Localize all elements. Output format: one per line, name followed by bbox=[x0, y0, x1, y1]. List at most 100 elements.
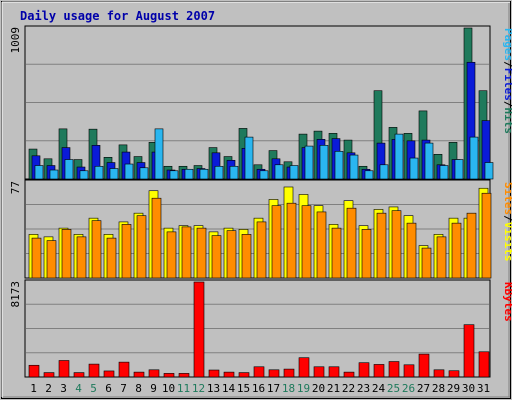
bar-pages-day-7 bbox=[124, 163, 134, 180]
bar-kbytes-day-6 bbox=[103, 370, 115, 378]
x-tick-label-day-5: 5 bbox=[90, 382, 97, 395]
bar-sites-day-7 bbox=[121, 224, 132, 279]
bar-sites-day-1 bbox=[31, 237, 42, 279]
bar-pages-day-29 bbox=[454, 159, 464, 180]
legend-sep: / bbox=[502, 215, 512, 222]
bar-sites-day-19 bbox=[301, 205, 312, 279]
x-tick-label-day-15: 15 bbox=[237, 382, 250, 395]
bar-sites-day-8 bbox=[136, 215, 147, 279]
bar-sites-day-11 bbox=[181, 226, 192, 279]
panel-legend: Sites/Visits bbox=[502, 182, 512, 262]
bar-pages-day-26 bbox=[409, 157, 419, 180]
bar-sites-day-10 bbox=[166, 231, 177, 279]
bar-kbytes-day-7 bbox=[118, 361, 130, 378]
bar-sites-day-20 bbox=[316, 211, 327, 279]
bar-sites-day-9 bbox=[151, 197, 162, 279]
x-tick-label-day-6: 6 bbox=[105, 382, 112, 395]
legend-kbytes: KBytes bbox=[502, 282, 512, 322]
bar-sites-day-14 bbox=[226, 230, 237, 279]
bar-sites-day-2 bbox=[46, 240, 57, 279]
bar-pages-day-14 bbox=[229, 165, 239, 180]
bar-kbytes-day-13 bbox=[208, 369, 220, 378]
bar-sites-day-5 bbox=[91, 220, 102, 279]
bar-pages-day-16 bbox=[259, 170, 269, 180]
bar-kbytes-day-19 bbox=[298, 357, 310, 378]
bar-kbytes-day-24 bbox=[373, 364, 385, 378]
bar-pages-day-4 bbox=[79, 170, 89, 180]
x-tick-label-day-1: 1 bbox=[30, 382, 37, 395]
x-tick-label-day-31: 31 bbox=[477, 382, 490, 395]
x-tick-label-day-4: 4 bbox=[75, 382, 82, 395]
x-tick-label-day-28: 28 bbox=[432, 382, 445, 395]
bar-kbytes-day-25 bbox=[388, 361, 400, 378]
bar-kbytes-day-5 bbox=[88, 363, 100, 378]
bar-pages-day-31 bbox=[484, 162, 494, 180]
bar-kbytes-day-8 bbox=[133, 371, 145, 378]
bar-kbytes-day-28 bbox=[433, 369, 445, 378]
bar-kbytes-day-12 bbox=[193, 281, 205, 378]
y-max-label: 77 bbox=[9, 181, 22, 194]
bar-sites-day-25 bbox=[391, 210, 402, 279]
x-tick-label-day-27: 27 bbox=[417, 382, 430, 395]
bar-kbytes-day-21 bbox=[328, 366, 340, 378]
x-tick-label-day-19: 19 bbox=[297, 382, 310, 395]
bar-pages-day-11 bbox=[184, 168, 194, 180]
bar-sites-day-18 bbox=[286, 202, 297, 279]
legend-files: Files bbox=[502, 68, 512, 101]
chart-title: Daily usage for August 2007 bbox=[20, 9, 215, 23]
x-tick-label-day-8: 8 bbox=[135, 382, 142, 395]
bar-kbytes-day-11 bbox=[178, 373, 190, 378]
legend-pages: Pages bbox=[502, 28, 512, 61]
bar-pages-day-3 bbox=[64, 159, 74, 180]
bar-pages-day-6 bbox=[109, 168, 119, 180]
bar-kbytes-day-3 bbox=[58, 360, 70, 378]
bar-pages-day-2 bbox=[49, 169, 59, 180]
bar-sites-day-24 bbox=[376, 212, 387, 279]
x-axis: 1 2 3 4 5 6 7 8 9 10 11 12 13 14 15 16 17 18 19 20 21 22 23 24 2… bbox=[30, 382, 490, 395]
legend-visits: Visits bbox=[502, 222, 512, 262]
bar-sites-day-16 bbox=[256, 221, 267, 279]
bar-kbytes-day-27 bbox=[418, 353, 430, 378]
x-tick-label-day-20: 20 bbox=[312, 382, 325, 395]
x-tick-label-day-24: 24 bbox=[372, 382, 386, 395]
bar-sites-day-17 bbox=[271, 205, 282, 279]
bar-pages-day-21 bbox=[334, 151, 344, 180]
x-tick-label-day-16: 16 bbox=[252, 382, 265, 395]
panel-legend: Pages/Files/Hits bbox=[502, 28, 512, 134]
bar-pages-day-5 bbox=[94, 165, 104, 180]
bar-sites-day-26 bbox=[406, 222, 417, 279]
panel-kbytes: 8173 KBytes bbox=[9, 279, 512, 378]
bar-kbytes-day-10 bbox=[163, 373, 175, 378]
bar-kbytes-day-2 bbox=[43, 372, 55, 378]
x-tick-label-day-10: 10 bbox=[162, 382, 175, 395]
x-tick-label-day-2: 2 bbox=[45, 382, 52, 395]
chart-panels: 1009Pages/Files/Hits77Sites/Visits8173KB… bbox=[9, 25, 512, 378]
bar-sites-day-13 bbox=[211, 235, 222, 279]
x-tick-label-day-18: 18 bbox=[282, 382, 295, 395]
bar-pages-day-10 bbox=[169, 170, 179, 180]
bar-sites-day-15 bbox=[241, 234, 252, 279]
x-tick-label-day-30: 30 bbox=[462, 382, 475, 395]
bar-pages-day-8 bbox=[139, 167, 149, 180]
bar-pages-day-30 bbox=[469, 136, 479, 180]
bar-kbytes-day-17 bbox=[268, 369, 280, 378]
bar-sites-day-3 bbox=[61, 229, 72, 279]
x-tick-label-day-22: 22 bbox=[342, 382, 355, 395]
bar-kbytes-day-18 bbox=[283, 368, 295, 378]
bar-pages-day-19 bbox=[304, 145, 314, 180]
x-tick-label-day-3: 3 bbox=[60, 382, 67, 395]
y-max-label: 8173 bbox=[9, 281, 22, 308]
legend-hits: Hits bbox=[502, 108, 512, 135]
bar-sites-day-21 bbox=[331, 227, 342, 279]
bar-sites-day-23 bbox=[361, 229, 372, 279]
bar-kbytes-day-14 bbox=[223, 371, 235, 378]
bar-sites-day-29 bbox=[451, 222, 462, 279]
x-tick-label-day-14: 14 bbox=[222, 382, 236, 395]
x-tick-label-day-13: 13 bbox=[207, 382, 220, 395]
x-tick-label-day-25: 25 bbox=[387, 382, 400, 395]
bar-pages-day-20 bbox=[319, 145, 329, 180]
bar-pages-day-1 bbox=[34, 165, 44, 180]
bar-kbytes-day-26 bbox=[403, 364, 415, 378]
legend-sep: / bbox=[502, 61, 512, 68]
